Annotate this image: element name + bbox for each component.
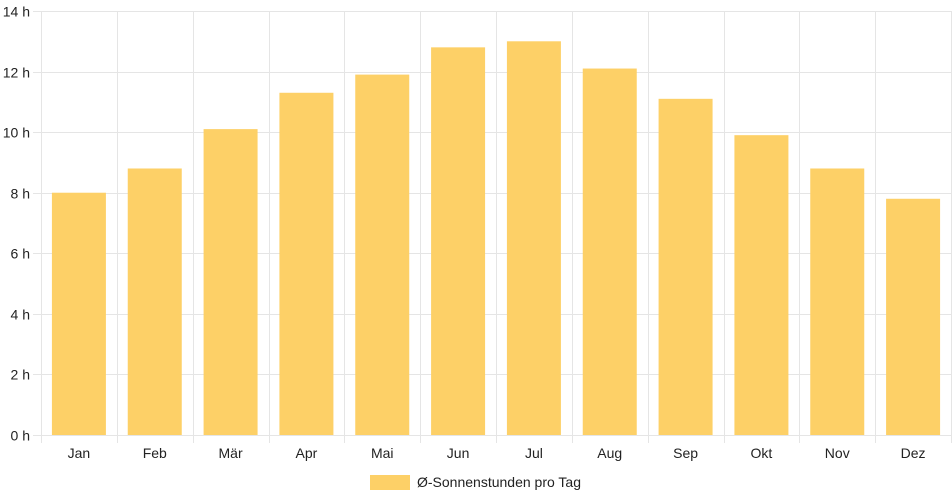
x-tick-label: Jul — [525, 445, 543, 461]
x-tick-label: Nov — [825, 445, 850, 461]
chart-bars — [51, 41, 941, 436]
y-tick-label: 14 h — [3, 4, 30, 20]
bar-sep[interactable] — [658, 98, 713, 435]
x-tick-label: Dez — [901, 445, 926, 461]
y-tick-label: 6 h — [11, 246, 30, 262]
y-tick-label: 4 h — [11, 307, 30, 323]
bar-jun[interactable] — [431, 47, 486, 435]
x-tick-label: Jun — [447, 445, 470, 461]
bar-aug[interactable] — [582, 68, 637, 436]
bar-feb[interactable] — [127, 168, 182, 435]
y-tick-label: 2 h — [11, 367, 30, 383]
x-tick-label: Mai — [371, 445, 394, 461]
x-tick-label: Sep — [673, 445, 698, 461]
y-axis-ticks: 0 h 2 h 4 h 6 h 8 h 10 h 12 h 14 h — [3, 4, 30, 444]
y-tick-label: 8 h — [11, 186, 30, 202]
bar-mai[interactable] — [355, 74, 410, 435]
x-tick-label: Apr — [296, 445, 318, 461]
x-tick-label: Mär — [219, 445, 243, 461]
y-tick-label: 12 h — [3, 65, 30, 81]
x-axis-ticks: Jan Feb Mär Apr Mai Jun Jul Aug Sep Okt Nov Dez — [68, 445, 926, 461]
x-tick-label: Okt — [751, 445, 773, 461]
legend-swatch[interactable] — [370, 475, 410, 490]
y-tick-label: 0 h — [11, 428, 30, 444]
y-tick-label: 10 h — [3, 125, 30, 141]
bar-dez[interactable] — [886, 198, 941, 435]
legend-label[interactable]: Ø-Sonnenstunden pro Tag — [417, 474, 581, 490]
bar-mär[interactable] — [203, 129, 258, 435]
x-tick-label: Aug — [597, 445, 622, 461]
bar-jan[interactable] — [51, 192, 106, 435]
chart-legend[interactable]: Ø-Sonnenstunden pro Tag — [370, 474, 581, 490]
x-tick-label: Feb — [143, 445, 167, 461]
bar-jul[interactable] — [506, 41, 561, 436]
x-tick-label: Jan — [68, 445, 91, 461]
chart-grid — [33, 11, 952, 443]
bar-okt[interactable] — [734, 135, 789, 435]
bar-nov[interactable] — [810, 168, 865, 435]
bar-apr[interactable] — [279, 92, 334, 436]
